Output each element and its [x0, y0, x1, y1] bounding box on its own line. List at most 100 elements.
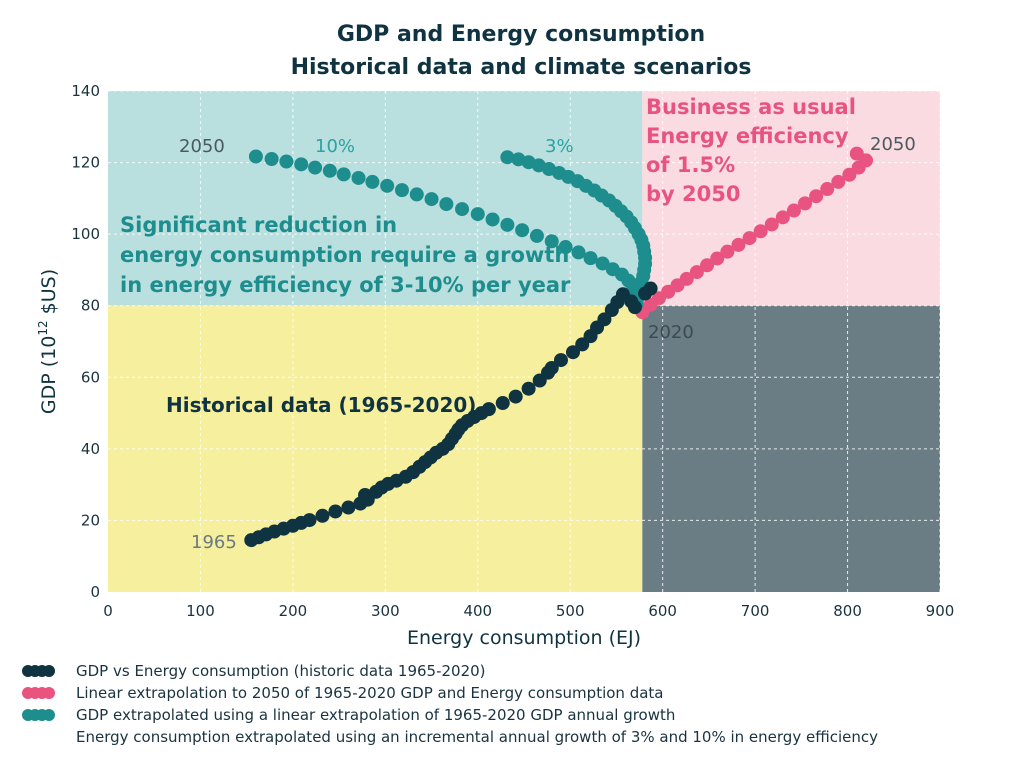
point-ten-percent: [394, 183, 409, 198]
x-tick-label: 100: [186, 602, 215, 620]
point-historic: [302, 513, 317, 528]
x-tick-label: 200: [279, 602, 308, 620]
point-ten-percent: [558, 240, 573, 255]
series-bau: [635, 146, 874, 320]
point-ten-percent: [365, 174, 380, 189]
x-tick-label: 300: [371, 602, 400, 620]
point-historic: [341, 500, 356, 515]
point-ten-percent: [500, 217, 515, 232]
point-ten-percent: [294, 157, 309, 172]
x-tick-label: 900: [926, 602, 955, 620]
point-ten-percent: [439, 197, 454, 212]
point-ten-percent: [308, 160, 323, 175]
x-tick-label: 500: [556, 602, 585, 620]
point-bau: [742, 231, 757, 246]
label-1965: 1965: [191, 532, 237, 553]
chart-title: GDP and Energy consumption: [337, 22, 705, 47]
point-ten-percent: [336, 167, 351, 182]
annotation-efficiency-text: in energy efficiency of 3-10% per year: [120, 273, 571, 297]
point-ten-percent: [264, 151, 279, 166]
point-ten-percent: [470, 207, 485, 222]
annotation-bau-text: Business as usual: [646, 95, 856, 119]
y-tick-label: 140: [71, 82, 100, 100]
point-bau: [753, 224, 768, 239]
point-three-percent: [500, 150, 515, 165]
point-bau: [831, 174, 846, 189]
point-historic: [627, 300, 642, 315]
y-axis-label-tail: $US): [38, 269, 60, 321]
y-tick-label: 60: [81, 368, 100, 386]
legend-label: GDP extrapolated using a linear extrapol…: [76, 706, 676, 724]
point-ten-percent: [351, 170, 366, 185]
point-bau: [720, 244, 735, 259]
legend-item-bau: Linear extrapolation to 2050 of 1965-202…: [22, 682, 1012, 704]
point-bau: [700, 258, 715, 273]
point-bau: [731, 237, 746, 252]
y-axis-label: GDP (1012 $US): [36, 269, 60, 414]
series-historic: [244, 281, 658, 548]
x-tick-label: 400: [463, 602, 492, 620]
annotations: Significant reduction in energy consumpti…: [120, 95, 916, 553]
point-historic: [481, 402, 496, 417]
x-tick-label: 0: [103, 602, 113, 620]
point-ten-percent: [515, 223, 530, 238]
y-tick-label: 20: [81, 511, 100, 529]
y-tick-label: 40: [81, 440, 100, 458]
legend-label: GDP vs Energy consumption (historic data…: [76, 662, 486, 680]
point-bau: [775, 210, 790, 225]
point-ten-percent: [595, 256, 610, 271]
point-bau: [786, 203, 801, 218]
point-ten-percent: [583, 251, 598, 266]
point-ten-percent: [322, 163, 337, 178]
point-ten-percent: [279, 154, 294, 169]
annotation-bau-text: Energy efficiency: [646, 124, 849, 148]
legend-item-efficiency: GDP extrapolated using a linear extrapol…: [22, 704, 1012, 726]
annotation-efficiency-text: energy consumption require a growth: [120, 243, 569, 267]
annotation-historic-label: Historical data (1965-2020): [166, 393, 476, 417]
legend-marker: [22, 664, 62, 678]
point-ten-percent: [248, 149, 263, 164]
point-historic: [357, 488, 372, 503]
point-ten-percent: [424, 192, 439, 207]
point-historic: [565, 345, 580, 360]
annotation-bau-text: by 2050: [646, 182, 740, 206]
x-tick-label: 800: [833, 602, 862, 620]
legend-note: Energy consumption extrapolated using an…: [76, 728, 878, 746]
y-axis-label-main: GDP (10: [38, 336, 60, 414]
region-top-left: [108, 91, 643, 306]
chart-subtitle: Historical data and climate scenarios: [291, 55, 752, 80]
series-three-percent: [500, 150, 653, 308]
point-bau: [849, 146, 864, 161]
label-2050-left: 2050: [179, 136, 225, 157]
point-ten-percent: [529, 228, 544, 243]
point-ten-percent: [544, 234, 559, 249]
annotation-bau-text: of 1.5%: [646, 153, 735, 177]
point-historic: [508, 389, 523, 404]
y-tick-label: 100: [71, 225, 100, 243]
annotation-efficiency-text: Significant reduction in: [120, 213, 397, 237]
point-bau: [710, 251, 725, 266]
data-series: [244, 146, 874, 548]
point-historic: [544, 360, 559, 375]
legend-label: Linear extrapolation to 2050 of 1965-202…: [76, 684, 664, 702]
point-ten-percent: [455, 202, 470, 217]
label-2050-right: 2050: [870, 134, 916, 155]
point-ten-percent: [571, 245, 586, 260]
y-tick-label: 0: [90, 583, 100, 601]
legend-marker: [22, 708, 62, 722]
point-ten-percent: [380, 178, 395, 193]
point-bau: [798, 196, 813, 211]
legend-item-historic: GDP vs Energy consumption (historic data…: [22, 660, 1012, 682]
y-tick-label: 120: [71, 154, 100, 172]
point-historic: [553, 353, 568, 368]
legend: GDP vs Energy consumption (historic data…: [22, 660, 1012, 748]
label-2020: 2020: [648, 322, 694, 343]
point-bau: [820, 182, 835, 197]
x-tick-label: 700: [741, 602, 770, 620]
point-bau: [689, 265, 704, 280]
axes: 0 100 200 300 400 500 600 700 800 900 0 20 40 60 80 100…: [36, 82, 954, 649]
chart-svg: GDP and Energy consumption Historical da…: [36, 22, 954, 649]
point-historic: [495, 396, 510, 411]
point-bau: [679, 271, 694, 286]
point-ten-percent: [409, 187, 424, 202]
